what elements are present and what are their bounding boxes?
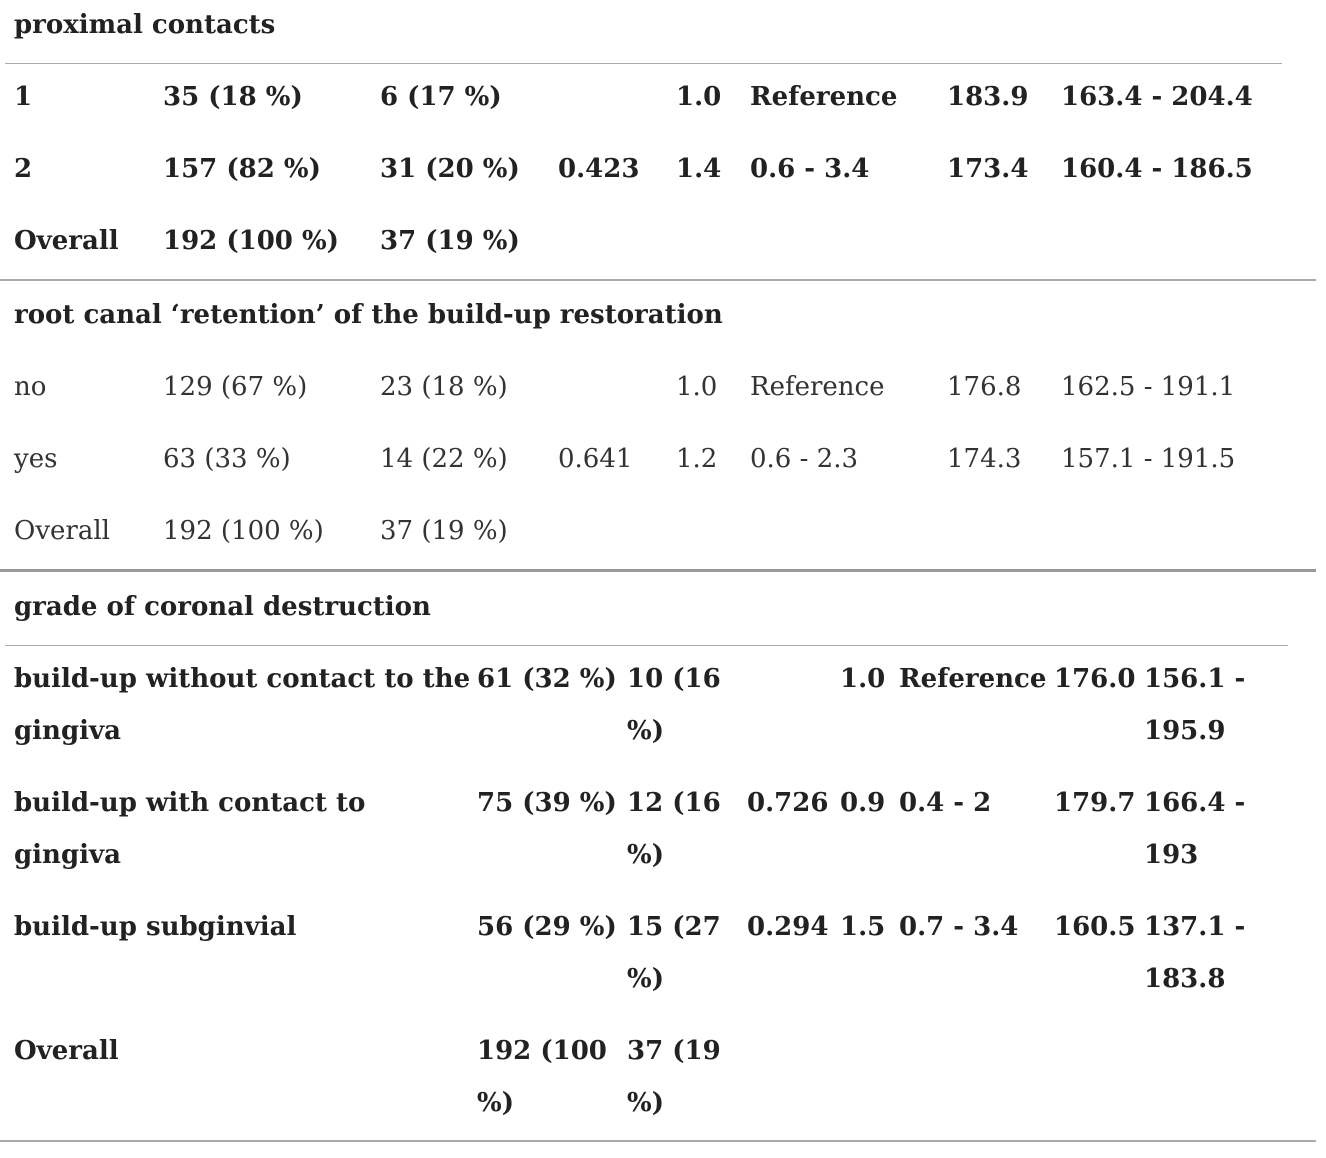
cell: Reference [899, 664, 1047, 694]
cell: 166.4 - 193 [1144, 788, 1246, 870]
cell: 163.4 - 204.4 [1061, 82, 1253, 112]
cell: 160.4 - 186.5 [1061, 154, 1253, 184]
cell: 6 (17 %) [380, 82, 502, 112]
cell: 0.6 - 2.3 [750, 444, 859, 474]
row-label: build-up subginvial [14, 912, 297, 942]
cell: 0.423 [558, 154, 640, 184]
cell: 129 (67 %) [163, 372, 308, 402]
cell: 162.5 - 191.1 [1061, 372, 1236, 402]
cell: 1.5 [840, 912, 886, 942]
cell: 10 (16 %) [627, 664, 721, 746]
cell: 1.0 [676, 372, 718, 402]
row-label: Overall [14, 516, 110, 546]
cell: 192 (100 %) [477, 1036, 607, 1118]
cell: Reference [750, 82, 898, 112]
rule [0, 279, 1316, 281]
row-label: Overall [14, 1036, 119, 1066]
rule [0, 569, 1316, 572]
cell: 183.9 [947, 82, 1029, 112]
cell: 137.1 - 183.8 [1144, 912, 1246, 994]
cell: 1.0 [840, 664, 886, 694]
cell: 174.3 [947, 444, 1022, 474]
row-label: build-up without contact to the gingiva [14, 664, 471, 746]
section-title: proximal contacts [14, 10, 276, 40]
cell: 56 (29 %) [477, 912, 617, 942]
rule [5, 63, 1282, 64]
cell: 12 (16 %) [627, 788, 721, 870]
cell: 0.294 [747, 912, 829, 942]
cell: 179.7 [1054, 788, 1136, 818]
row-label: 1 [14, 82, 33, 112]
cell: 37 (19 %) [627, 1036, 721, 1118]
cell: 160.5 [1054, 912, 1136, 942]
cell: 0.641 [558, 444, 633, 474]
cell: 0.726 [747, 788, 829, 818]
cell: 35 (18 %) [163, 82, 303, 112]
cell: 1.2 [676, 444, 718, 474]
cell: 37 (19 %) [380, 516, 508, 546]
cell: 192 (100 %) [163, 516, 324, 546]
cell: 192 (100 %) [163, 226, 339, 256]
cell: 0.6 - 3.4 [750, 154, 870, 184]
section-title: root canal ‘retention’ of the build-up r… [14, 300, 723, 330]
row-label: build-up with contact to gingiva [14, 788, 366, 870]
row-label: no [14, 372, 47, 402]
row-label: yes [14, 444, 58, 474]
row-label: 2 [14, 154, 33, 184]
cell: 176.8 [947, 372, 1022, 402]
cell: 15 (27 %) [627, 912, 721, 994]
cell: 173.4 [947, 154, 1029, 184]
cell: 156.1 - 195.9 [1144, 664, 1246, 746]
cell: 37 (19 %) [380, 226, 520, 256]
cell: Reference [750, 372, 885, 402]
cell: 14 (22 %) [380, 444, 508, 474]
cell: 31 (20 %) [380, 154, 520, 184]
section-title: grade of coronal destruction [14, 592, 431, 622]
cell: 157.1 - 191.5 [1061, 444, 1236, 474]
cell: 1.0 [676, 82, 722, 112]
rule [0, 1140, 1316, 1142]
cell: 0.9 [840, 788, 886, 818]
cell: 0.4 - 2 [899, 788, 992, 818]
cell: 1.4 [676, 154, 722, 184]
cell: 61 (32 %) [477, 664, 617, 694]
cell: 157 (82 %) [163, 154, 321, 184]
cell: 75 (39 %) [477, 788, 617, 818]
cell: 23 (18 %) [380, 372, 508, 402]
row-label: Overall [14, 226, 119, 256]
cell: 176.0 [1054, 664, 1136, 694]
rule [5, 645, 1288, 646]
cell: 63 (33 %) [163, 444, 291, 474]
cell: 0.7 - 3.4 [899, 912, 1019, 942]
